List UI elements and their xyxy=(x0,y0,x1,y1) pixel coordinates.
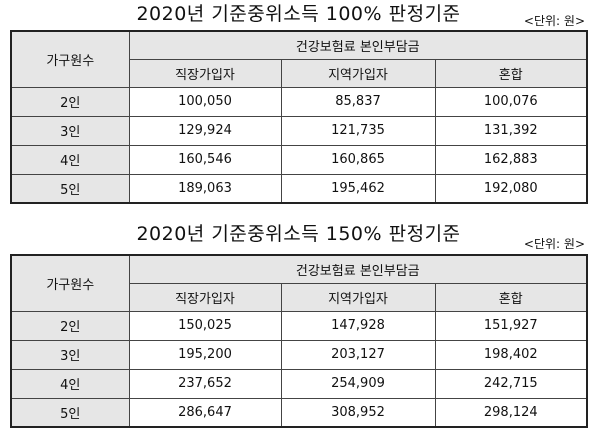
cell: 85,837 xyxy=(280,86,436,117)
cell: 189,063 xyxy=(128,173,282,204)
table-2: 가구원수 건강보험료 본인부담금 직장가입자 지역가입자 혼합 2인 150,0… xyxy=(10,254,589,428)
cell: 198,402 xyxy=(434,339,588,370)
column-header: 혼합 xyxy=(434,282,588,312)
column-header: 직장가입자 xyxy=(128,282,282,312)
group-header: 건강보험료 본인부담금 xyxy=(128,30,588,60)
table-row: 5인 189,063 195,462 192,080 xyxy=(10,173,588,204)
row-label: 2인 xyxy=(10,310,130,341)
table-1-unit: <단위: 원> xyxy=(523,14,585,28)
row-label: 3인 xyxy=(10,339,130,370)
table-row: 5인 286,647 308,952 298,124 xyxy=(10,397,588,428)
table-1-title: 2020년 기준중위소득 100% 판정기준 xyxy=(136,3,461,25)
column-header: 혼합 xyxy=(434,58,588,88)
cell: 162,883 xyxy=(434,144,588,175)
table-1: 가구원수 건강보험료 본인부담금 직장가입자 지역가입자 혼합 2인 100,0… xyxy=(10,30,589,204)
cell: 254,909 xyxy=(280,368,436,399)
cell: 121,735 xyxy=(280,115,436,146)
cell: 151,927 xyxy=(434,310,588,341)
row-label: 5인 xyxy=(10,173,130,204)
cell: 195,462 xyxy=(280,173,436,204)
table-row: 3인 129,924 121,735 131,392 xyxy=(10,115,588,146)
row-label: 4인 xyxy=(10,368,130,399)
cell: 242,715 xyxy=(434,368,588,399)
table-row: 4인 160,546 160,865 162,883 xyxy=(10,144,588,175)
cell: 160,865 xyxy=(280,144,436,175)
table-row: 2인 100,050 85,837 100,076 xyxy=(10,86,588,117)
column-header: 지역가입자 xyxy=(280,282,436,312)
cell: 195,200 xyxy=(128,339,282,370)
row-header: 가구원수 xyxy=(10,254,130,312)
row-label: 4인 xyxy=(10,144,130,175)
column-header: 직장가입자 xyxy=(128,58,282,88)
cell: 100,076 xyxy=(434,86,588,117)
cell: 192,080 xyxy=(434,173,588,204)
cell: 308,952 xyxy=(280,397,436,428)
group-header: 건강보험료 본인부담금 xyxy=(128,254,588,284)
cell: 298,124 xyxy=(434,397,588,428)
table-row: 2인 150,025 147,928 151,927 xyxy=(10,310,588,341)
table-row: 3인 195,200 203,127 198,402 xyxy=(10,339,588,370)
cell: 129,924 xyxy=(128,115,282,146)
cell: 147,928 xyxy=(280,310,436,341)
row-header: 가구원수 xyxy=(10,30,130,88)
cell: 160,546 xyxy=(128,144,282,175)
cell: 237,652 xyxy=(128,368,282,399)
row-label: 5인 xyxy=(10,397,130,428)
cell: 203,127 xyxy=(280,339,436,370)
cell: 131,392 xyxy=(434,115,588,146)
cell: 150,025 xyxy=(128,310,282,341)
row-label: 3인 xyxy=(10,115,130,146)
cell: 286,647 xyxy=(128,397,282,428)
row-label: 2인 xyxy=(10,86,130,117)
cell: 100,050 xyxy=(128,86,282,117)
table-2-title: 2020년 기준중위소득 150% 판정기준 xyxy=(136,223,461,245)
table-2-unit: <단위: 원> xyxy=(523,237,585,251)
column-header: 지역가입자 xyxy=(280,58,436,88)
table-row: 4인 237,652 254,909 242,715 xyxy=(10,368,588,399)
